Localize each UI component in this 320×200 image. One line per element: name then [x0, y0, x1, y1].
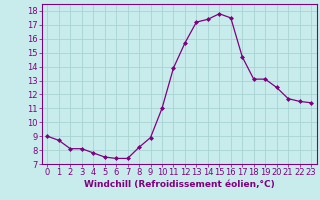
X-axis label: Windchill (Refroidissement éolien,°C): Windchill (Refroidissement éolien,°C)	[84, 180, 275, 189]
